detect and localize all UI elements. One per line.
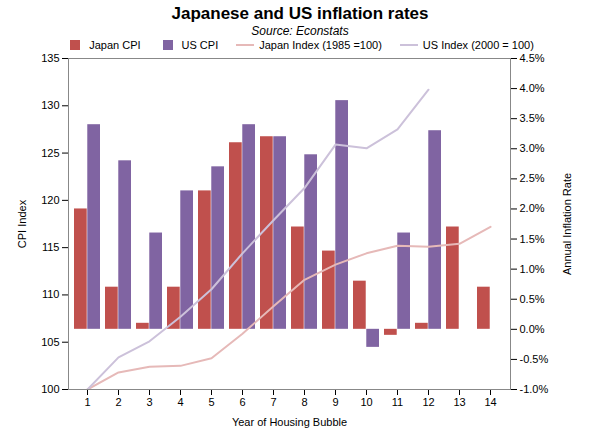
svg-text:115: 115	[42, 241, 60, 253]
html-text:US Index (2000 = 100): US Index (2000 = 100)	[422, 39, 534, 51]
svg-text:-0.5%: -0.5%	[520, 353, 549, 365]
svg-text:6: 6	[239, 396, 245, 408]
svg-text:CPI Index: CPI Index	[16, 199, 28, 248]
svg-text:120: 120	[41, 194, 59, 206]
svg-text:1.5%: 1.5%	[520, 233, 545, 245]
svg-text:0.5%: 0.5%	[520, 293, 545, 305]
svg-text:12: 12	[422, 396, 434, 408]
svg-text:11: 11	[392, 396, 403, 408]
svg-text:130: 130	[41, 99, 59, 111]
html-text:Japan Index (1985 =100): Japan Index (1985 =100)	[259, 39, 382, 51]
svg-text:4.5%: 4.5%	[520, 52, 545, 64]
svg-text:105: 105	[41, 336, 59, 348]
svg-text:1: 1	[84, 396, 90, 408]
svg-text:9: 9	[332, 396, 338, 408]
svg-text:5: 5	[208, 396, 214, 408]
svg-text:10: 10	[360, 396, 372, 408]
svg-text:4: 4	[177, 396, 183, 408]
svg-text:100: 100	[41, 383, 59, 395]
svg-text:13: 13	[453, 396, 465, 408]
html-text:US CPI: US CPI	[181, 39, 219, 51]
svg-text:2: 2	[115, 396, 121, 408]
svg-text:1.0%: 1.0%	[520, 263, 545, 275]
html-text:Japanese and US inflation rate: Japanese and US inflation rates	[171, 4, 429, 23]
svg-text:110: 110	[42, 288, 60, 300]
html-text:Source: Econstats: Source: Econstats	[251, 24, 349, 38]
svg-text:125: 125	[41, 147, 59, 159]
svg-text:8: 8	[301, 396, 307, 408]
svg-text:3: 3	[146, 396, 152, 408]
svg-text:14: 14	[484, 396, 496, 408]
svg-text:-1.0%: -1.0%	[520, 383, 549, 395]
html-text:Japan CPI: Japan CPI	[89, 39, 141, 51]
svg-text:2.0%: 2.0%	[520, 202, 545, 214]
svg-text:3.0%: 3.0%	[520, 142, 545, 154]
svg-text:Annual Inflation Rate: Annual Inflation Rate	[561, 173, 573, 275]
svg-text:2.5%: 2.5%	[520, 172, 545, 184]
svg-text:3.5%: 3.5%	[520, 112, 545, 124]
svg-text:7: 7	[270, 396, 276, 408]
svg-text:4.0%: 4.0%	[520, 82, 545, 94]
svg-text:Year of Housing Bubble: Year of Housing Bubble	[232, 416, 347, 428]
svg-text:135: 135	[41, 52, 59, 64]
svg-text:0.0%: 0.0%	[520, 323, 545, 335]
